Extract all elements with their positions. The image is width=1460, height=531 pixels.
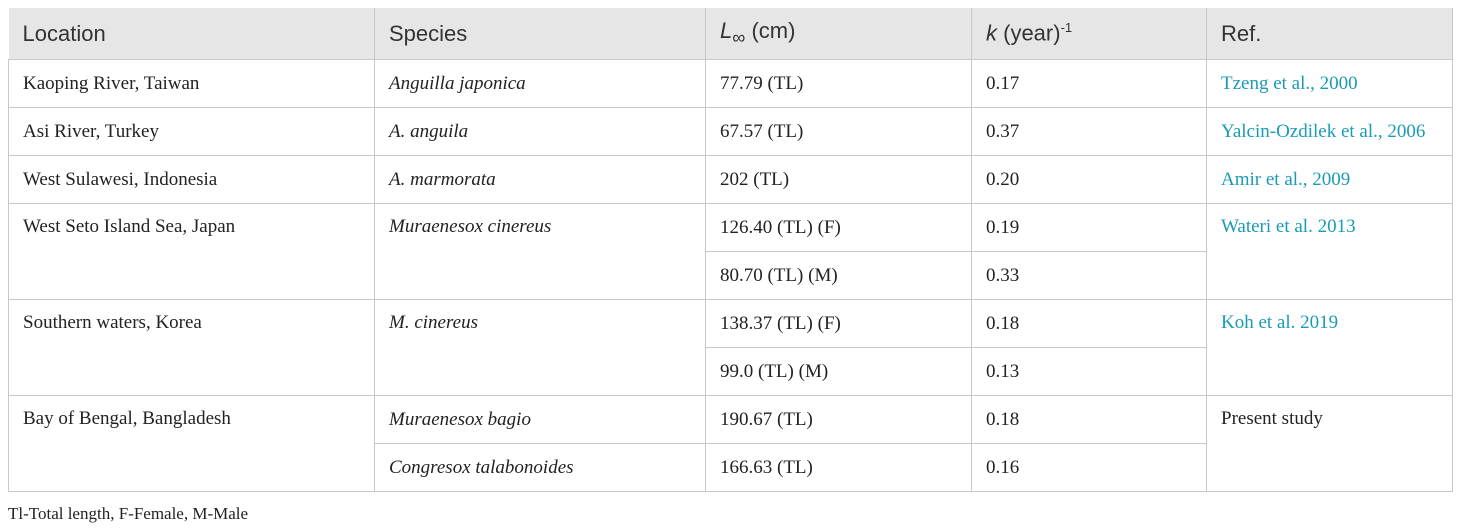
cell-species: A. marmorata (374, 155, 706, 204)
cell-ref-link[interactable]: Amir et al., 2009 (1206, 155, 1453, 204)
cell-species: Congresox talabonoides (374, 443, 706, 492)
header-k: k (year)-1 (971, 8, 1207, 60)
cell-k: 0.17 (971, 59, 1207, 108)
k-superscript: -1 (1060, 20, 1073, 36)
header-linf: L∞ (cm) (705, 8, 972, 60)
header-row: Location Species L∞ (cm) k (year)-1 Ref. (8, 8, 1453, 60)
linf-symbol: L (720, 18, 733, 44)
cell-k: 0.18 (971, 395, 1207, 444)
cell-linf: 138.37 (TL) (F) (705, 299, 972, 348)
cell-ref-link[interactable]: Wateri et al. 2013 (1206, 203, 1453, 300)
cell-k: 0.18 (971, 299, 1207, 348)
table-footnote: Tl-Total length, F-Female, M-Male (8, 504, 249, 523)
cell-k: 0.16 (971, 443, 1207, 492)
cell-k: 0.20 (971, 155, 1207, 204)
header-ref: Ref. (1206, 8, 1453, 60)
cell-linf: 67.57 (TL) (705, 107, 972, 156)
cell-species: Muraenesox bagio (374, 395, 706, 444)
k-unit: (year) (997, 20, 1061, 46)
k-symbol: k (986, 20, 997, 46)
cell-k: 0.33 (971, 251, 1207, 300)
table-row: West Seto Island Sea, Japan Muraenesox c… (8, 203, 1453, 300)
cell-k: 0.37 (971, 107, 1207, 156)
table-row: Bay of Bengal, Bangladesh Muraenesox bag… (8, 395, 1453, 492)
cell-location: West Sulawesi, Indonesia (8, 155, 375, 204)
cell-linf: 126.40 (TL) (F) (705, 203, 972, 252)
header-location: Location (8, 8, 375, 60)
cell-linf: 202 (TL) (705, 155, 972, 204)
cell-linf: 190.67 (TL) (705, 395, 972, 444)
header-species: Species (374, 8, 706, 60)
table-row: Congresox talabonoides 166.63 (TL) 0.16 (9, 443, 1453, 492)
cell-k: 0.13 (971, 347, 1207, 396)
growth-parameters-table: Location Species L∞ (cm) k (year)-1 Ref.… (8, 8, 1453, 492)
cell-linf: 80.70 (TL) (M) (705, 251, 972, 300)
cell-linf: 77.79 (TL) (705, 59, 972, 108)
cell-linf: 166.63 (TL) (705, 443, 972, 492)
cell-species: A. anguila (374, 107, 706, 156)
linf-unit: (cm) (745, 18, 796, 44)
table-row: West Sulawesi, Indonesia A. marmorata 20… (8, 155, 1453, 204)
cell-location: Kaoping River, Taiwan (8, 59, 375, 108)
table-row: 99.0 (TL) (M) 0.13 (9, 347, 1453, 396)
cell-linf: 99.0 (TL) (M) (705, 347, 972, 396)
cell-species: Anguilla japonica (374, 59, 706, 108)
cell-k: 0.19 (971, 203, 1207, 252)
cell-location: Asi River, Turkey (8, 107, 375, 156)
table-row: 80.70 (TL) (M) 0.33 (9, 251, 1453, 300)
cell-location: Bay of Bengal, Bangladesh (8, 395, 375, 492)
table-row: Kaoping River, Taiwan Anguilla japonica … (8, 59, 1453, 108)
table-row: Southern waters, Korea M. cinereus 138.3… (8, 299, 1453, 396)
cell-location: West Seto Island Sea, Japan (8, 203, 375, 300)
cell-location: Southern waters, Korea (8, 299, 375, 396)
cell-ref-link[interactable]: Yalcin-Ozdilek et al., 2006 (1206, 107, 1453, 156)
cell-species: M. cinereus (374, 299, 706, 396)
cell-ref-link[interactable]: Tzeng et al., 2000 (1206, 59, 1453, 108)
linf-subscript: ∞ (732, 26, 746, 48)
cell-ref-link[interactable]: Koh et al. 2019 (1206, 299, 1453, 396)
table-row: Asi River, Turkey A. anguila 67.57 (TL) … (8, 107, 1453, 156)
cell-species: Muraenesox cinereus (374, 203, 706, 300)
cell-ref: Present study (1206, 395, 1453, 492)
